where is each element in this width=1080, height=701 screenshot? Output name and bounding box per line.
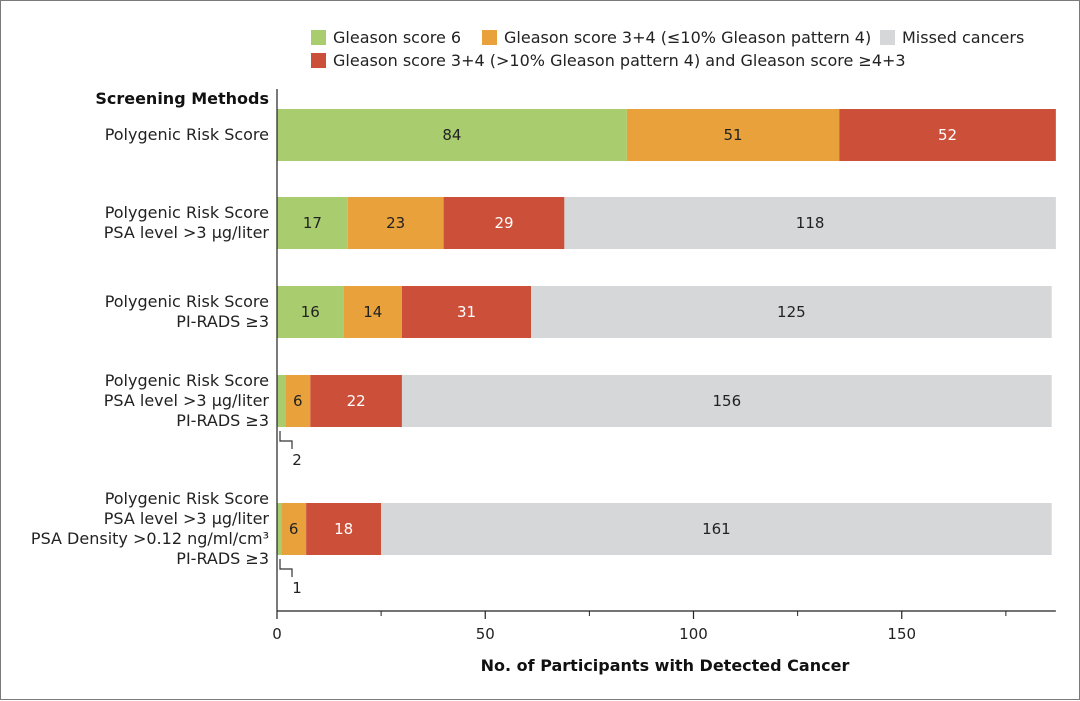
category-label-line: PSA level >3 μg/liter [104, 509, 270, 528]
bar-segment-g34low [347, 197, 444, 249]
bar-segment-g34low [343, 286, 402, 338]
bar-value-label: 23 [386, 214, 405, 232]
callout-value: 2 [292, 451, 302, 469]
x-tick-label: 150 [887, 625, 916, 643]
category-label-line: PI-RADS ≥3 [176, 312, 269, 331]
bar-value-label: 118 [796, 214, 825, 232]
bar-value-label: 6 [289, 520, 299, 538]
callout-leader [279, 559, 293, 577]
category-label-line: Polygenic Risk Score [105, 203, 269, 222]
legend-label-g34high: Gleason score 3+4 (>10% Gleason pattern … [333, 51, 906, 70]
bar-value-label: 22 [347, 392, 366, 410]
bar-segment-g34low [626, 109, 840, 161]
category-label-line: Polygenic Risk Score [105, 292, 269, 311]
category-label-line: PSA Density >0.12 ng/ml/cm³ [31, 529, 269, 548]
legend: Gleason score 6 Gleason score 3+4 (≤10% G… [311, 28, 1024, 70]
legend-swatch-g34low [482, 30, 497, 45]
bars: 84 51 52 17 23 29 118 16 14 31 125 6 22 156 2 6 18 161 1 [277, 109, 1056, 597]
bar-segment-missed [401, 375, 1052, 427]
bar-value-label: 51 [724, 126, 743, 144]
bar-segment-g34high [310, 375, 402, 427]
x-axis: 0 50 100 150 [272, 89, 1056, 643]
bar-segment-g34high [443, 197, 565, 249]
bar-value-label: 84 [442, 126, 461, 144]
x-tick-label: 50 [476, 625, 495, 643]
bar-value-label: 161 [702, 520, 731, 538]
bar-segment-g34high [306, 503, 382, 555]
bar-segment-g6 [277, 286, 344, 338]
legend-swatch-g34high [311, 53, 326, 68]
bar-segment-g34low [285, 375, 311, 427]
legend-label-missed: Missed cancers [902, 28, 1024, 47]
bar-value-label: 29 [494, 214, 513, 232]
bar-segment-g6 [277, 197, 348, 249]
legend-label-g34low: Gleason score 3+4 (≤10% Gleason pattern … [504, 28, 871, 47]
bar-value-label: 6 [293, 392, 303, 410]
category-label-line: PSA level >3 μg/liter [104, 223, 270, 242]
legend-swatch-g6 [311, 30, 326, 45]
category-label-line: Polygenic Risk Score [105, 371, 269, 390]
callout-value: 1 [292, 579, 302, 597]
bar-value-label: 16 [301, 303, 320, 321]
category-label-line: PI-RADS ≥3 [176, 411, 269, 430]
category-label-line: PI-RADS ≥3 [176, 549, 269, 568]
bar-segment-g34low [281, 503, 307, 555]
bar-segment-g6 [277, 109, 627, 161]
bar-value-label: 156 [712, 392, 741, 410]
bar-segment-missed [531, 286, 1052, 338]
bar-segment-g6 [277, 375, 286, 427]
bar-segment-missed [564, 197, 1056, 249]
category-label-line: Polygenic Risk Score [105, 125, 269, 144]
x-tick-label: 0 [272, 625, 282, 643]
bar-value-label: 52 [938, 126, 957, 144]
legend-swatch-missed [880, 30, 895, 45]
bar-segment-g34high [401, 286, 532, 338]
bar-segment-missed [381, 503, 1052, 555]
x-tick-label: 100 [679, 625, 708, 643]
bar-value-label: 17 [303, 214, 322, 232]
legend-label-g6: Gleason score 6 [333, 28, 461, 47]
bar-value-label: 18 [334, 520, 353, 538]
bar-segment-g34high [839, 109, 1056, 161]
category-label-line: Polygenic Risk Score [105, 489, 269, 508]
bar-segment-g6 [277, 503, 282, 555]
callout-leader [279, 431, 293, 449]
bar-value-label: 14 [363, 303, 382, 321]
category-label-line: PSA level >3 μg/liter [104, 391, 270, 410]
bar-value-label: 31 [457, 303, 476, 321]
bar-value-label: 125 [777, 303, 806, 321]
x-axis-label: No. of Participants with Detected Cancer [481, 656, 850, 675]
row-heading: Screening Methods [95, 89, 269, 108]
category-labels: Polygenic Risk Score Polygenic Risk Score… [31, 125, 270, 568]
